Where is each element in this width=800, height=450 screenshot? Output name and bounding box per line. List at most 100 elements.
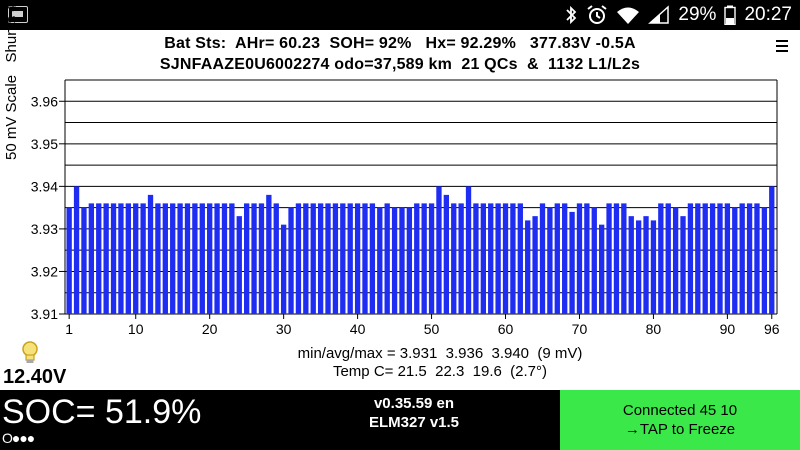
y-tick-label: 3.95 [31,136,58,152]
cell-bar [562,203,568,314]
cell-bar [650,220,657,314]
alarm-icon [587,5,608,24]
soc-dots: O●●● [2,430,35,446]
cell-bar [539,203,546,314]
cell-bar [310,203,316,314]
adapter-version: ELM327 v1.5 [368,414,460,431]
cell-bar [384,203,390,314]
cell-bar [266,194,272,314]
cell-bar [236,216,242,314]
x-tick-label: 70 [572,321,588,337]
cell-bar [724,203,731,314]
cell-voltage-stats: min/avg/max = 3.931 3.936 3.940 (9 mV) [297,345,583,362]
cell-bar [125,203,131,314]
cell-bar [118,203,124,314]
vehicle-info-line: SJNFAAZE0U6002274 odo=37,589 km 21 QCs &… [159,56,641,73]
cell-bar [162,203,168,314]
cell-bar [414,203,420,314]
cell-bar [680,216,686,314]
cell-bar [96,203,102,314]
cell-bar [295,203,302,314]
version-panel[interactable]: v0.35.59 en ELM327 v1.5 [268,390,560,450]
cell-bar [702,203,708,314]
soc-panel[interactable]: SOC= 51.9% O●●● [0,390,268,450]
bluetooth-icon [566,5,577,25]
status-bar: 29% 20:27 [0,0,800,30]
clock: 20:27 [744,4,792,25]
cell-bar [88,203,95,314]
cell-bar [510,203,516,314]
cell-voltage-chart[interactable]: 3.96 3.95 3.94 3.93 3.92 3.91 1 10 20 30 40 50 60 70 8… [0,78,800,344]
soc-readout: SOC= 51.9% [2,393,202,431]
x-tick-label: 30 [276,321,292,337]
cell-bar [399,207,405,314]
cell-bar [658,203,664,314]
cell-bar [635,220,642,314]
app-version: v0.35.59 en [373,395,455,412]
cell-bar [613,203,620,314]
cell-bar [199,203,205,314]
cell-bar [717,203,723,314]
cell-bar [569,211,575,314]
connection-button[interactable]: Connected 45 10 →TAP to Freeze [560,390,800,450]
x-tick-label: 80 [646,321,662,337]
x-tick-label: 1 [65,321,73,337]
cell-bar [244,203,250,314]
cell-bar [258,203,265,314]
cell-bar [362,203,368,314]
cell-bar [221,203,228,314]
aux-battery-voltage: 12.40V [3,366,67,388]
cell-bar [428,203,435,314]
cell-bar [709,203,716,314]
cell-bar [473,203,479,314]
x-tick-label: 40 [350,321,366,337]
cell-bar [554,203,560,314]
cell-bar [465,186,472,314]
cell-bar [288,207,294,314]
battery-status-line: Bat Sts: AHr= 60.23 SOH= 92% Hx= 92.29% … [164,35,636,52]
battery-percent: 29% [678,4,717,25]
cell-bar [628,216,634,314]
cell-bar [687,203,694,314]
x-tick-label: 96 [764,321,780,337]
cell-bar [391,207,398,314]
cell-bar [73,186,80,314]
cell-bar [769,186,775,314]
cell-bar [273,203,279,314]
x-tick-label: 60 [498,321,514,337]
cell-bar [532,216,538,314]
cell-bar [643,216,649,314]
cell-bar [502,203,509,314]
temperature-stats: Temp C= 21.5 22.3 19.6 (2.7°) [332,363,548,380]
lightbulb-icon[interactable] [20,340,40,366]
cell-bar [591,207,597,314]
cell-bar [81,207,87,314]
x-tick-label: 10 [128,321,144,337]
cell-bar [451,203,457,314]
cell-bar [192,203,198,314]
cell-bar [110,203,117,314]
cell-bar [229,203,235,314]
cell-bar [761,207,768,314]
cell-bar [66,207,72,314]
cell-bar [436,186,442,314]
menu-icon[interactable] [776,40,788,54]
cell-bar [525,220,531,314]
x-tick-label: 90 [720,321,736,337]
cell-bar [133,203,139,314]
cell-bar [547,207,553,314]
x-tick-label: 20 [202,321,218,337]
cell-bar [458,203,464,314]
cell-bar [746,203,753,314]
gallery-icon [8,6,28,23]
cell-bar [170,203,176,314]
cell-bar [754,203,760,314]
cell-bar [303,203,309,314]
cell-bar [332,203,339,314]
cell-bar [354,203,361,314]
freeze-hint: →TAP to Freeze [624,421,736,438]
cell-bar [599,224,605,314]
cell-bar [406,207,413,314]
signal-icon [648,5,670,24]
y-tick-label: 3.93 [31,221,58,237]
